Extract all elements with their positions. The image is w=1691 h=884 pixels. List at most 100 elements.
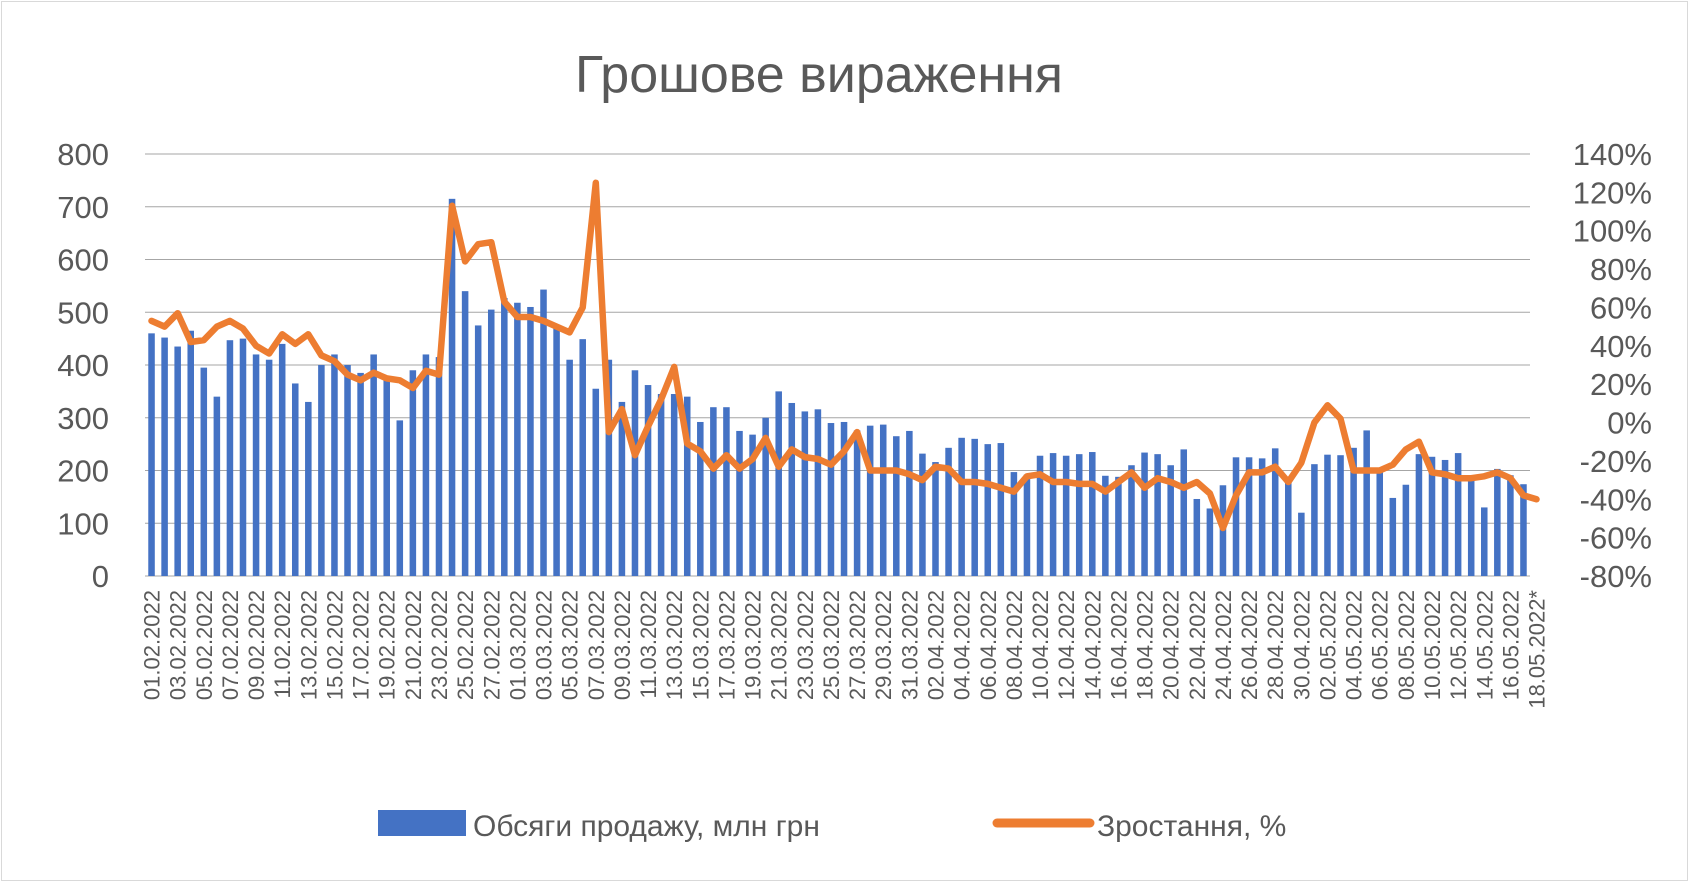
bar (592, 388, 600, 576)
bar (683, 396, 691, 576)
chart-title: Грошове вираження (575, 46, 1063, 104)
bar (501, 298, 508, 576)
x-tick-label: 19.02.2022 (375, 590, 400, 700)
x-tick-label: 13.03.2022 (662, 590, 687, 700)
legend-bar-swatch (378, 810, 466, 836)
x-tick-label: 10.04.2022 (1028, 590, 1053, 700)
x-tick-label: 15.03.2022 (688, 590, 713, 700)
bar (1428, 456, 1436, 576)
y-axis-left: 0 100 200 300 400 500 600 700 800 (57, 137, 109, 594)
bar (788, 402, 796, 576)
bar (657, 394, 665, 576)
y-left-tick-label: 400 (57, 348, 109, 383)
x-tick-label: 13.02.2022 (296, 590, 321, 700)
x-tick-label: 09.03.2022 (610, 590, 635, 700)
bar (278, 343, 286, 576)
legend-line-label: Зростання, % (1097, 810, 1286, 843)
bar (566, 359, 573, 576)
y-left-tick-label: 0 (92, 559, 109, 594)
y-right-tick-label: 20% (1590, 367, 1652, 402)
bar (422, 354, 430, 576)
x-tick-label: 27.02.2022 (479, 590, 504, 700)
y-right-tick-label: 0% (1607, 406, 1652, 441)
x-tick-label: 02.04.2022 (924, 590, 949, 700)
x-tick-label: 11.03.2022 (636, 590, 661, 698)
bar (1389, 497, 1397, 576)
x-tick-label: 05.02.2022 (192, 590, 217, 700)
x-tick-label: 23.02.2022 (427, 590, 452, 700)
bar (710, 407, 717, 576)
bar (1010, 472, 1018, 576)
y-left-tick-label: 200 (57, 454, 109, 489)
bar (670, 394, 678, 576)
growth-line (148, 179, 1540, 532)
x-tick-label: 03.02.2022 (166, 590, 191, 700)
bar (200, 367, 208, 576)
bar (1167, 465, 1174, 576)
x-tick-label: 29.03.2022 (871, 590, 896, 700)
x-tick-label: 17.02.2022 (349, 590, 374, 700)
bar (579, 339, 586, 576)
x-tick-label: 07.02.2022 (218, 590, 243, 700)
x-tick-label: 04.05.2022 (1342, 590, 1367, 700)
bar (357, 372, 364, 576)
bar (1415, 454, 1423, 576)
bar (187, 330, 194, 576)
bar (291, 383, 299, 576)
x-tick-label: 16.04.2022 (1106, 590, 1131, 700)
bar (1115, 476, 1122, 576)
bar (1180, 449, 1188, 576)
bar (383, 378, 390, 576)
bar (1193, 498, 1201, 576)
bar (461, 291, 469, 576)
gridlines (145, 153, 1530, 577)
x-tick-label: 17.03.2022 (714, 590, 739, 700)
bar (879, 424, 887, 576)
bar (1154, 454, 1161, 576)
x-tick-label: 18.05.2022* (1525, 590, 1550, 709)
x-tick-label: 25.02.2022 (453, 590, 478, 700)
bar (435, 357, 443, 576)
bar-series (148, 198, 1527, 576)
x-tick-label: 19.03.2022 (741, 590, 766, 700)
x-tick-label: 26.04.2022 (1237, 590, 1262, 700)
bar (213, 396, 221, 576)
bar (540, 289, 547, 576)
x-tick-label: 22.04.2022 (1185, 590, 1210, 700)
bar (487, 309, 495, 576)
y-right-tick-label: 60% (1590, 290, 1652, 325)
bar (958, 437, 965, 576)
bar (1245, 457, 1253, 576)
x-axis: 01.02.2022 03.02.2022 05.02.2022 07.02.2022… (140, 590, 1550, 709)
bar (853, 430, 861, 576)
y-right-tick-label: -60% (1580, 521, 1652, 556)
bar (1271, 448, 1279, 576)
bar (893, 436, 900, 576)
x-tick-label: 05.03.2022 (558, 590, 583, 700)
x-tick-label: 27.03.2022 (845, 590, 870, 700)
x-tick-label: 11.02.2022 (270, 590, 295, 698)
y-right-tick-label: -80% (1580, 559, 1652, 594)
bar (1089, 452, 1096, 576)
bar (1023, 474, 1031, 576)
y-axis-right: -80%-60% -40%-20%0% 20%40% 60%80%100% 120%14… (1573, 137, 1652, 594)
bar (1337, 455, 1344, 576)
bar (1258, 458, 1266, 576)
bar (932, 462, 939, 576)
bar (840, 421, 848, 576)
y-left-tick-label: 700 (57, 190, 109, 225)
bar (906, 430, 913, 576)
bar (396, 420, 404, 576)
bar (984, 444, 992, 576)
legend: Обсяги продажу, млн грн Зростання, % (378, 810, 1286, 843)
x-tick-label: 08.05.2022 (1394, 590, 1419, 700)
bar (1494, 468, 1501, 576)
x-tick-label: 20.04.2022 (1159, 590, 1184, 700)
bar (1049, 453, 1057, 576)
y-right-tick-label: 40% (1590, 329, 1652, 364)
x-tick-label: 01.02.2022 (140, 590, 165, 700)
bar (1363, 430, 1370, 576)
x-tick-label: 10.05.2022 (1420, 590, 1445, 700)
bar (474, 325, 482, 576)
